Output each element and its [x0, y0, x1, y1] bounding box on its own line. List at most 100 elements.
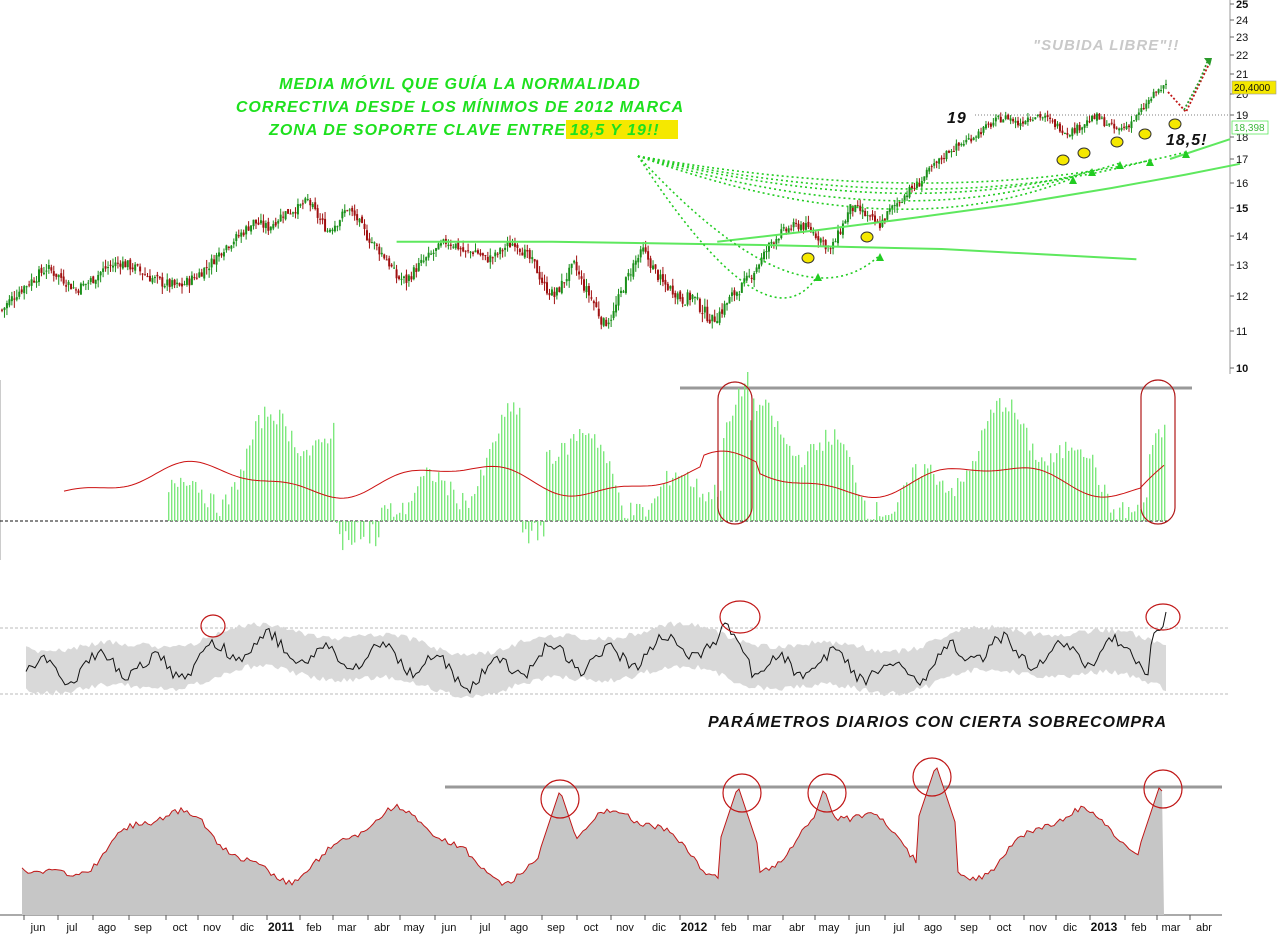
candle-body	[952, 150, 955, 152]
x-tick-label: dic	[240, 922, 255, 934]
candle-body	[1056, 123, 1059, 127]
candle-body	[1152, 91, 1155, 98]
candle-body	[388, 258, 391, 267]
candle-body	[883, 218, 886, 221]
candle-body	[592, 301, 595, 304]
candle-body	[198, 272, 201, 278]
support-arrow	[637, 155, 1074, 210]
histogram-bar	[909, 483, 911, 521]
histogram-bar	[777, 421, 779, 521]
x-tick-label: feb	[1131, 922, 1146, 934]
candle-body	[111, 265, 114, 268]
histogram-bar	[255, 421, 257, 521]
histogram-bar	[486, 457, 488, 521]
y-tick-label: 13	[1236, 260, 1248, 272]
candle-body	[767, 243, 770, 252]
candle-body	[195, 277, 198, 279]
ma-value-box	[1231, 120, 1269, 135]
histogram-bar	[681, 475, 683, 521]
candle-body	[126, 260, 129, 268]
candle-body	[45, 270, 48, 272]
x-tick-label: jun	[855, 922, 871, 934]
candle-body	[89, 278, 92, 282]
histogram-bar	[825, 429, 827, 521]
candle-body	[800, 224, 803, 231]
candle-body	[619, 290, 622, 294]
x-tick-label: ago	[510, 922, 528, 934]
candle-body	[945, 150, 948, 160]
histogram-bar	[615, 485, 617, 521]
candle-body	[560, 280, 563, 294]
annotation-line-1: MEDIA MÓVIL QUE GUÍA LA NORMALIDAD	[279, 74, 641, 93]
histogram-bar	[354, 521, 356, 543]
histogram-bar	[1098, 484, 1100, 521]
histogram-bar	[297, 453, 299, 521]
histogram-bar	[693, 487, 695, 521]
candle-body	[437, 243, 440, 250]
candle-body	[18, 291, 21, 297]
histogram-bar	[198, 492, 200, 521]
support-arrow	[637, 155, 1151, 190]
candle-body	[523, 249, 526, 258]
candle-body	[250, 225, 253, 232]
candle-body	[378, 246, 381, 255]
candle-body	[859, 205, 862, 211]
candle-body	[97, 274, 100, 281]
candle-body	[304, 198, 307, 203]
histogram-bar	[384, 505, 386, 521]
support-arrowhead	[1182, 150, 1190, 158]
histogram-bar	[429, 469, 431, 521]
candle-body	[264, 223, 267, 229]
candle-body	[200, 272, 203, 277]
area-peak-circle	[912, 757, 952, 797]
candle-body	[642, 247, 645, 252]
candle-body	[644, 247, 647, 252]
candle-body	[506, 242, 509, 247]
histogram-bar	[639, 504, 641, 521]
histogram-bar	[492, 442, 494, 521]
histogram-bar	[1119, 507, 1121, 521]
candle-body	[72, 287, 75, 289]
candle-body	[235, 234, 238, 242]
x-tick-label: oct	[997, 922, 1012, 934]
candle-body	[489, 255, 492, 263]
histogram-bar	[696, 478, 698, 521]
histogram-bar	[1092, 454, 1094, 521]
candle-body	[163, 286, 166, 288]
candle-body	[1147, 100, 1150, 105]
histogram-bar	[1149, 454, 1151, 521]
candle-body	[541, 277, 544, 283]
histogram-bar	[189, 485, 191, 521]
candle-body	[245, 226, 248, 235]
candle-body	[252, 219, 255, 227]
histogram-bar	[357, 521, 359, 523]
histogram-bar	[1089, 458, 1091, 521]
candle-body	[99, 271, 102, 276]
candle-body	[173, 279, 176, 286]
histogram-bar	[204, 503, 206, 521]
candle-body	[3, 307, 6, 311]
candle-body	[28, 284, 31, 286]
histogram-bar	[318, 439, 320, 521]
x-tick-label: nov	[616, 922, 634, 934]
histogram-bar	[891, 513, 893, 521]
candle-body	[33, 280, 36, 283]
candle-body	[395, 269, 398, 279]
support-18-5-label: 18,5!	[1166, 132, 1207, 149]
support-arrows	[637, 150, 1190, 299]
x-tick-label: jul	[892, 922, 904, 934]
candle-body	[669, 286, 672, 289]
candle-body	[168, 279, 171, 288]
histogram-bar	[438, 472, 440, 521]
candle-body	[237, 235, 240, 237]
area-peak-circle	[540, 779, 580, 819]
candle-body	[1118, 128, 1121, 131]
candle-body	[425, 257, 428, 261]
candle-body	[600, 317, 603, 325]
candle-body	[975, 136, 978, 138]
histogram-bar	[843, 444, 845, 521]
histogram-bar	[957, 478, 959, 521]
histogram-bar	[912, 467, 914, 521]
candle-body	[1145, 103, 1148, 109]
candle-body	[807, 221, 810, 228]
